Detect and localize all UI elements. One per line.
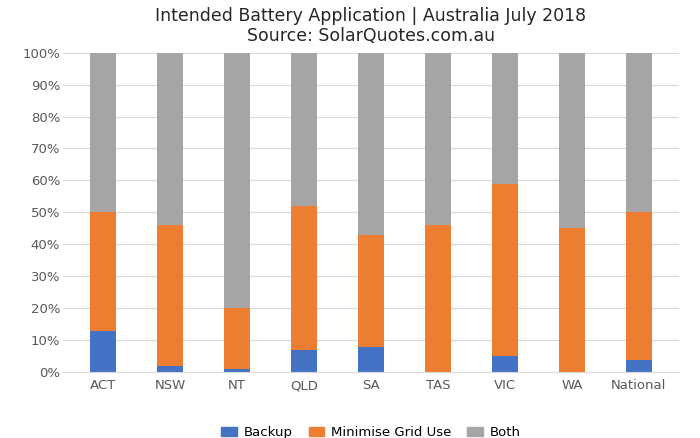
Bar (90, 212, 116, 331)
Bar (90, 331, 116, 372)
Bar (492, 184, 517, 357)
Bar (559, 53, 584, 229)
Bar (425, 225, 451, 372)
Bar (626, 212, 652, 360)
Bar (358, 53, 384, 235)
Legend: Backup, Minimise Grid Use, Both: Backup, Minimise Grid Use, Both (216, 420, 526, 438)
Bar (225, 369, 250, 372)
Bar (225, 53, 250, 308)
Bar (225, 308, 250, 369)
Bar (291, 53, 317, 206)
Bar (158, 225, 183, 366)
Bar (158, 366, 183, 372)
Bar (492, 357, 517, 372)
Bar (158, 53, 183, 225)
Bar (492, 53, 517, 184)
Bar (291, 206, 317, 350)
Bar (358, 347, 384, 372)
Bar (358, 235, 384, 347)
Bar (425, 53, 451, 225)
Bar (626, 53, 652, 212)
Bar (90, 53, 116, 212)
Bar (559, 229, 584, 372)
Bar (291, 350, 317, 372)
Title: Intended Battery Application | Australia July 2018
Source: SolarQuotes.com.au: Intended Battery Application | Australia… (155, 7, 587, 46)
Bar (626, 360, 652, 372)
